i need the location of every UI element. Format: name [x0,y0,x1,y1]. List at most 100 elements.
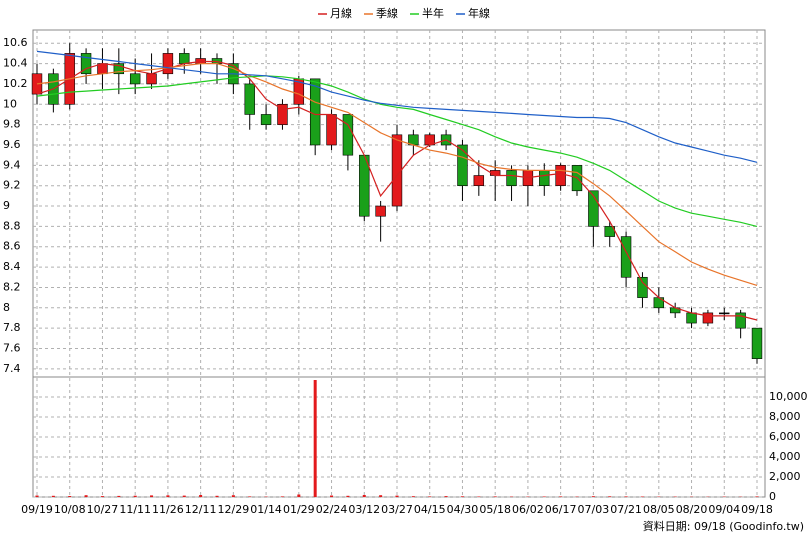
volume-bar [395,495,399,497]
y-tick-label: 8.2 [3,280,21,293]
volume-bar [379,495,383,497]
volume-bar [591,496,595,497]
volume-bar [640,496,644,497]
volume-bar [51,495,55,497]
volume-bar [411,496,415,497]
volume-bar [624,496,628,497]
volume-bar [297,494,301,497]
moving-average-line [36,50,758,163]
volume-bar [477,496,481,497]
candle-body [555,165,566,186]
y-tick-label: 8.4 [3,260,21,273]
candle-body [31,73,43,95]
volume-bar [608,496,612,497]
y-tick-label: 8.6 [3,240,21,253]
footer: 資料日期: 09/18 (Goodinfo.tw) [643,519,804,533]
y-tick-label: 10.2 [3,77,28,90]
y-tick-label: 10 [3,97,17,110]
x-tick-label: 07/21 [610,503,642,516]
volume-bar [150,495,154,497]
volume-bar [493,496,497,497]
volume-bar [199,495,203,497]
y-tick-label: 8 [3,301,10,314]
volume-bar [182,495,186,497]
x-tick-label: 12/29 [218,503,250,516]
volume-bar [362,495,366,497]
volume-bar [313,380,317,497]
x-tick-label: 02/24 [316,503,348,516]
x-tick-label: 10/08 [54,503,86,516]
x-tick-label: 09/19 [21,503,53,516]
legend-label: 季線 [376,6,398,20]
candle-body [179,53,190,64]
y2-tick-label: 6,000 [769,430,801,443]
y-tick-label: 9 [3,199,10,212]
x-tick-label: 10/27 [87,503,119,516]
candle-body [375,205,386,217]
volume-bar [755,496,759,497]
volume-bar [100,496,104,497]
y2-tick-label: 10,000 [769,390,808,403]
candle-body [588,190,599,227]
x-tick-label: 06/17 [545,503,577,516]
x-tick-label: 04/30 [447,503,479,516]
volume-bar [84,495,88,497]
y-tick-label: 9.4 [3,158,21,171]
volume-bar [559,496,563,497]
candle-body [146,73,157,85]
y-tick-label: 10.6 [3,36,28,49]
x-tick-label: 08/05 [643,503,675,516]
x-tick-label: 11/11 [119,503,151,516]
volume-bar [68,496,72,497]
volume-bar [280,496,284,497]
candle-body [80,53,92,75]
volume-bar [330,495,334,497]
x-tick-label: 09/04 [708,503,740,516]
x-tick-label: 03/12 [348,503,380,516]
candle-body [260,114,272,125]
y-tick-label: 7.6 [3,342,21,355]
legend-label: 半年 [422,6,444,20]
candle-body [342,114,354,156]
candle-body [539,170,550,186]
candle-body [162,53,174,75]
y2-tick-label: 2,000 [769,470,801,483]
x-tick-label: 12/11 [185,503,217,516]
volume-bar [231,495,235,497]
candle-body [326,114,337,146]
x-tick-label: 08/20 [676,503,708,516]
candle-body [129,73,141,85]
volume-bar [428,496,432,497]
candle-body [686,312,697,324]
x-tick-label: 06/02 [512,503,544,516]
y-tick-label: 7.4 [3,362,21,375]
volume-bar [248,496,252,497]
y2-tick-label: 8,000 [769,410,801,423]
volume-bar [117,495,121,497]
x-tick-label: 05/18 [479,503,511,516]
x-tick-label: 11/26 [152,503,184,516]
y-tick-label: 7.8 [3,321,21,334]
legend-label: 月線 [330,6,352,20]
y2-tick-label: 0 [769,490,776,503]
volume-bar [133,495,137,497]
candle-body [719,312,730,315]
x-tick-label: 01/29 [283,503,315,516]
moving-average-line [36,63,758,286]
y2-tick-label: 4,000 [769,450,801,463]
candle-body [391,134,403,207]
moving-average-line [36,60,758,321]
volume-bar [542,496,546,497]
candle-body [473,175,485,186]
candle-body [735,312,746,329]
volume-bar [444,496,448,497]
x-tick-label: 09/18 [741,503,773,516]
x-tick-label: 07/03 [578,503,610,516]
y-tick-label: 9.2 [3,179,21,192]
x-tick-label: 03/27 [381,503,413,516]
x-tick-label: 01/14 [250,503,282,516]
candle-body [506,170,517,186]
volume-bar [35,495,39,497]
volume-bar [166,495,170,497]
